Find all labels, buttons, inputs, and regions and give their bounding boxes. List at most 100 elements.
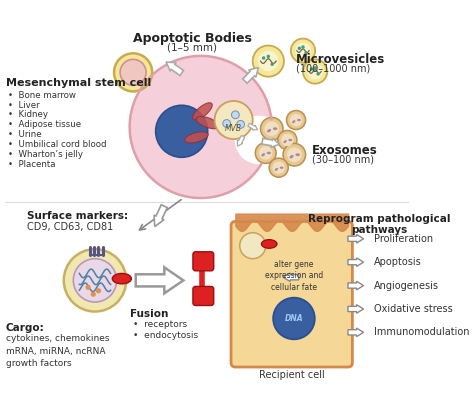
Circle shape (291, 38, 315, 63)
Polygon shape (248, 123, 258, 130)
Polygon shape (348, 258, 364, 266)
Circle shape (235, 116, 283, 164)
Text: MVB: MVB (225, 124, 242, 133)
Circle shape (261, 117, 283, 140)
Text: Immunomodulation: Immunomodulation (374, 327, 470, 337)
Text: Oxidative stress: Oxidative stress (374, 304, 453, 314)
Circle shape (290, 114, 302, 126)
Circle shape (301, 45, 305, 49)
Text: •  Placenta: • Placenta (9, 160, 56, 169)
Polygon shape (243, 68, 258, 83)
Text: Exosomes: Exosomes (311, 144, 377, 157)
Circle shape (237, 120, 245, 128)
Text: CD9, CD63, CD81: CD9, CD63, CD81 (27, 222, 114, 232)
Ellipse shape (283, 140, 287, 143)
Text: •  endocytosis: • endocytosis (133, 331, 198, 341)
Circle shape (273, 162, 285, 174)
Text: •  Bone marrow: • Bone marrow (9, 91, 76, 100)
Polygon shape (136, 267, 183, 293)
Text: Mesenchymal stem cell: Mesenchymal stem cell (6, 79, 151, 88)
Circle shape (317, 72, 320, 76)
Polygon shape (348, 281, 364, 290)
Ellipse shape (292, 120, 295, 123)
Text: (1–5 mm): (1–5 mm) (167, 42, 217, 52)
Circle shape (269, 158, 288, 177)
Text: Reprogram pathological
pathways: Reprogram pathological pathways (308, 213, 450, 235)
Text: Cargo:: Cargo: (6, 323, 45, 333)
FancyBboxPatch shape (231, 222, 352, 367)
Circle shape (310, 67, 313, 71)
Circle shape (215, 101, 253, 139)
Ellipse shape (267, 129, 271, 132)
Circle shape (253, 45, 284, 77)
Polygon shape (348, 234, 364, 243)
Circle shape (303, 60, 327, 83)
Polygon shape (237, 136, 245, 146)
Text: •  receptors: • receptors (133, 320, 187, 329)
Text: Surface markers:: Surface markers: (27, 211, 128, 221)
Polygon shape (348, 328, 364, 337)
Circle shape (240, 233, 266, 259)
Ellipse shape (288, 139, 292, 141)
Circle shape (307, 64, 323, 79)
Text: cytokines, chemokines
mRNA, miRNA, ncRNA
growth factors: cytokines, chemokines mRNA, miRNA, ncRNA… (6, 334, 109, 368)
FancyBboxPatch shape (193, 286, 214, 305)
Polygon shape (262, 138, 280, 147)
Text: DNA: DNA (285, 314, 303, 323)
Circle shape (231, 111, 239, 119)
Ellipse shape (275, 168, 278, 171)
Text: •  Adipose tissue: • Adipose tissue (9, 120, 82, 130)
Circle shape (286, 111, 306, 130)
Ellipse shape (280, 166, 283, 169)
Ellipse shape (261, 153, 265, 156)
Circle shape (264, 122, 279, 136)
Ellipse shape (295, 153, 300, 156)
Circle shape (85, 285, 91, 290)
Text: Microvesicles: Microvesicles (296, 53, 385, 66)
Ellipse shape (261, 240, 277, 248)
Text: Apoptotic Bodies: Apoptotic Bodies (133, 32, 252, 45)
Ellipse shape (196, 117, 219, 129)
Polygon shape (283, 273, 299, 281)
Text: (100–1000 nm): (100–1000 nm) (296, 64, 370, 74)
Circle shape (73, 259, 117, 302)
Circle shape (96, 288, 101, 293)
Circle shape (64, 249, 126, 311)
Circle shape (223, 119, 231, 128)
Text: Angiogenesis: Angiogenesis (374, 281, 439, 290)
FancyBboxPatch shape (193, 252, 214, 271)
Ellipse shape (184, 132, 208, 143)
Circle shape (255, 143, 276, 163)
Ellipse shape (290, 155, 293, 158)
Text: Proliferation: Proliferation (374, 234, 433, 244)
Text: (30–100 nm): (30–100 nm) (311, 155, 374, 165)
Circle shape (266, 55, 270, 58)
Circle shape (120, 60, 146, 85)
Polygon shape (166, 62, 183, 75)
Circle shape (278, 130, 297, 149)
Polygon shape (154, 205, 167, 226)
Text: Fusion: Fusion (130, 309, 168, 319)
Circle shape (283, 143, 306, 166)
Text: •  Umbilical cord blood: • Umbilical cord blood (9, 141, 107, 149)
Circle shape (273, 298, 315, 339)
Ellipse shape (297, 119, 301, 121)
Circle shape (295, 43, 311, 59)
Circle shape (304, 51, 308, 55)
Polygon shape (348, 305, 364, 313)
Circle shape (258, 51, 278, 71)
Ellipse shape (112, 273, 131, 284)
Text: Recipient cell: Recipient cell (259, 370, 325, 379)
Ellipse shape (273, 127, 277, 130)
Circle shape (130, 56, 272, 198)
Circle shape (155, 105, 208, 157)
Circle shape (259, 146, 273, 160)
Text: Apoptosis: Apoptosis (374, 257, 422, 267)
Ellipse shape (192, 103, 212, 120)
Text: •  Kidney: • Kidney (9, 111, 48, 119)
Circle shape (91, 292, 96, 297)
Circle shape (281, 134, 293, 146)
Circle shape (287, 147, 301, 162)
Circle shape (262, 56, 265, 60)
Circle shape (313, 66, 317, 70)
